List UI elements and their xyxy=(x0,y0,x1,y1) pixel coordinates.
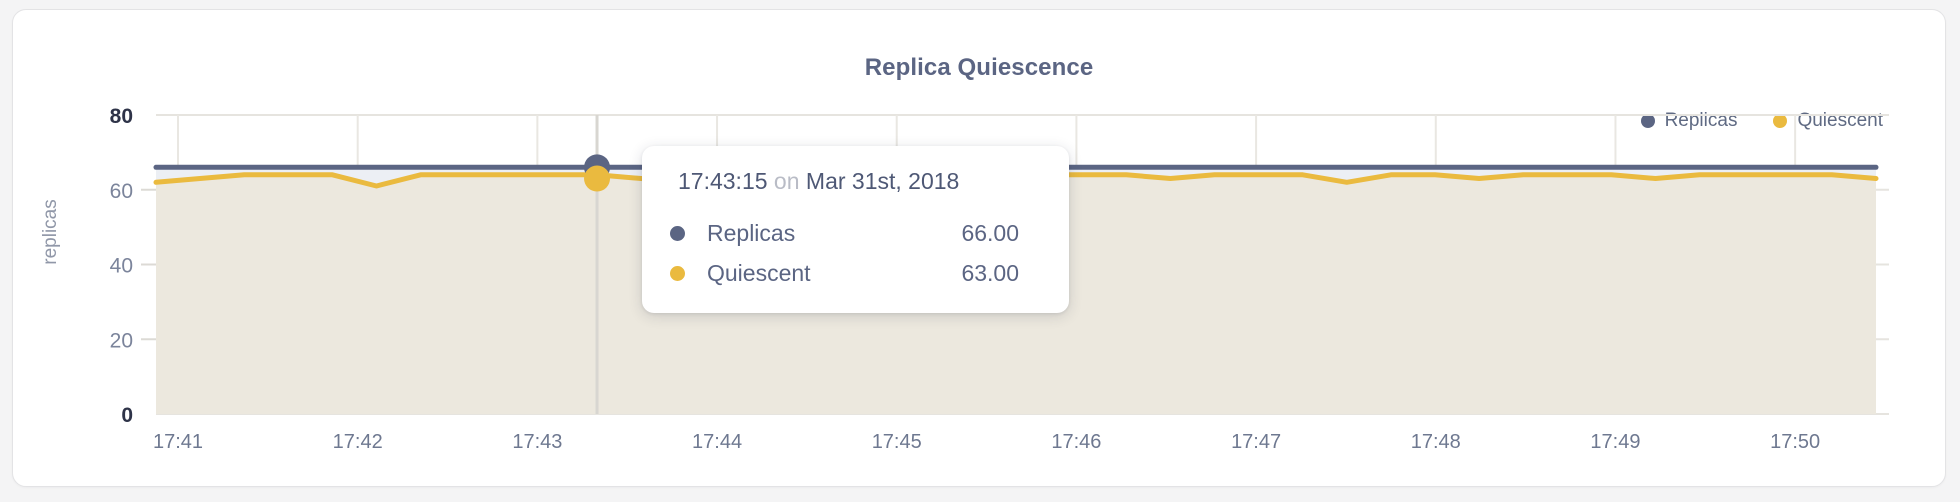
tooltip-time: 17:43:15 xyxy=(678,168,768,194)
series-dot-icon xyxy=(670,225,685,241)
y-tick-label: 80 xyxy=(110,105,133,128)
chart-tooltip: 17:43:15 on Mar 31st, 2018 Replicas 66.0… xyxy=(642,146,1069,313)
x-tick-label: 17:41 xyxy=(153,431,203,453)
x-tick-label: 17:48 xyxy=(1411,431,1461,453)
series-dot-icon xyxy=(670,265,685,281)
tooltip-series-label: Quiescent xyxy=(707,259,811,286)
y-tick-label: 20 xyxy=(110,329,133,352)
tooltip-on-word: on xyxy=(773,168,800,194)
tooltip-series-value: 63.00 xyxy=(961,259,1019,286)
y-tick-label: 40 xyxy=(110,255,133,278)
x-tick-label: 17:45 xyxy=(872,431,922,453)
tooltip-row-quiescent: Quiescent 63.00 xyxy=(670,253,1041,293)
chart-card: Replica Quiescence Replicas Quiescent 0 2… xyxy=(12,9,1946,487)
y-axis-ticks: 0 20 40 60 80 xyxy=(110,105,156,427)
y-tick-label: 60 xyxy=(110,180,133,203)
legend-dot-icon xyxy=(1640,114,1655,128)
x-tick-label: 17:46 xyxy=(1051,431,1101,453)
x-tick-label: 17:47 xyxy=(1231,431,1281,453)
x-axis-ticks: 17:41 17:42 17:43 17:44 17:45 17:46 17:47 17:48… xyxy=(153,431,1820,453)
tooltip-header: 17:43:15 on Mar 31st, 2018 xyxy=(670,168,1041,195)
x-tick-label: 17:44 xyxy=(692,431,742,453)
tooltip-date: Mar 31st, 2018 xyxy=(805,168,960,194)
y-axis-label: replicas xyxy=(40,199,61,265)
tooltip-row-replicas: Replicas 66.00 xyxy=(670,213,1041,253)
x-tick-label: 17:50 xyxy=(1770,431,1820,453)
x-tick-label: 17:42 xyxy=(333,431,383,453)
tooltip-series-value: 66.00 xyxy=(961,219,1019,246)
x-tick-label: 17:49 xyxy=(1590,431,1640,453)
legend-dot-icon xyxy=(1773,114,1788,128)
hover-markers xyxy=(584,154,611,192)
page-title: Replica Quiescence xyxy=(864,54,1094,81)
x-tick-label: 17:43 xyxy=(512,431,562,453)
y-tick-label: 0 xyxy=(121,404,133,427)
tooltip-series-label: Replicas xyxy=(707,219,796,246)
